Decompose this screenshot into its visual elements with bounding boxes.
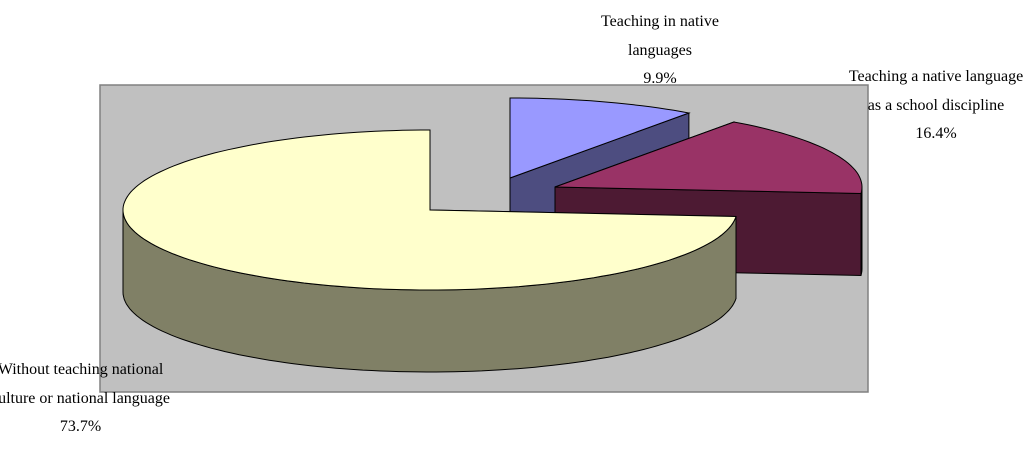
slice-value: 16.4%	[915, 125, 957, 142]
slice-name: Teaching a native language as a school d…	[848, 68, 1024, 114]
slice-value: 9.9%	[643, 70, 677, 87]
slice-name: Teaching in native languages	[601, 13, 719, 59]
slice-label: Teaching a native language as a school d…	[847, 63, 1025, 149]
slice-side	[860, 186, 863, 276]
slice	[509, 97, 691, 179]
slice-label: Without teaching national culture or nat…	[0, 356, 183, 442]
slice-name: Without teaching national culture or nat…	[0, 361, 171, 407]
slice	[554, 121, 863, 195]
slice-label: Teaching in native languages 9.9%	[585, 8, 735, 94]
slice-value: 73.7%	[59, 418, 102, 435]
slice	[122, 129, 737, 291]
